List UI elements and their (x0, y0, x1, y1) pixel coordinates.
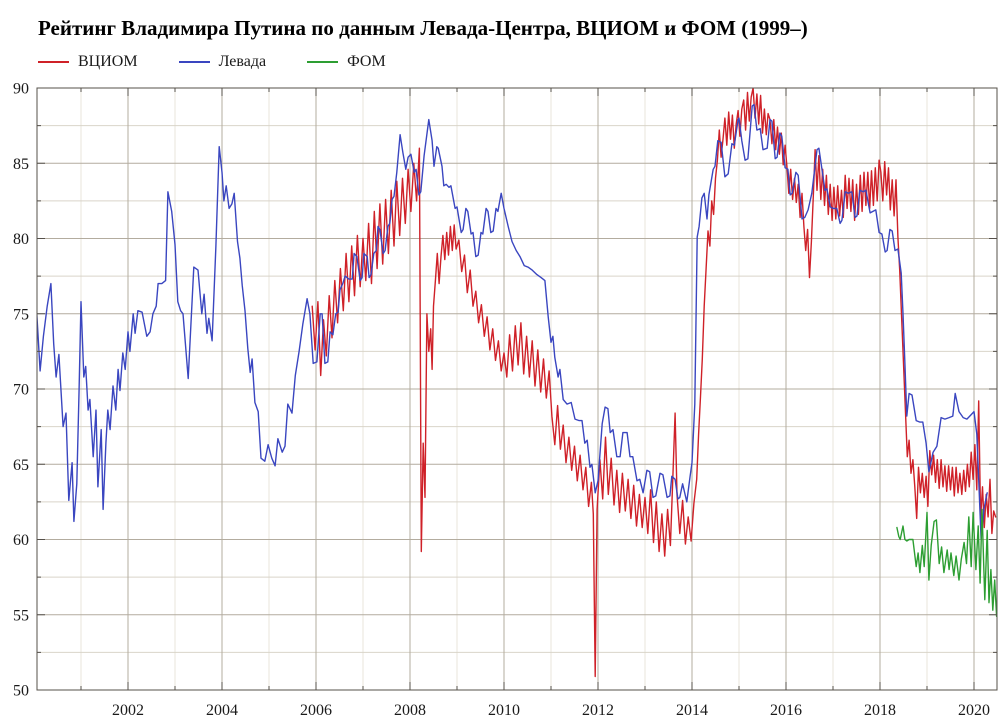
legend-label-fom: ФОМ (347, 53, 386, 70)
grid-lines (37, 88, 997, 690)
legend-item-fom: ФОМ (307, 54, 386, 70)
y-tick-label: 50 (13, 683, 29, 700)
legend-item-levada: Левада (178, 53, 267, 70)
x-tick-label: 2004 (206, 702, 238, 719)
legend-label-vciom: ВЦИОМ (78, 53, 138, 70)
x-tick-label: 2008 (394, 702, 426, 719)
vciom-line-swatch-icon (38, 61, 69, 63)
tick-labels: 50 55 60 65 70 75 80 85 90 2002 2004 2006 2008 2010 20… (13, 81, 990, 720)
axes (36, 87, 998, 691)
series-line-ФОМ (896, 508, 997, 617)
x-tick-label: 2016 (770, 702, 802, 719)
y-tick-label: 60 (13, 532, 29, 549)
y-tick-label: 75 (13, 306, 29, 323)
x-tick-label: 2014 (676, 702, 708, 719)
data-series (37, 88, 997, 678)
x-tick-label: 2012 (582, 702, 614, 719)
y-tick-label: 85 (13, 156, 29, 173)
series-line-Левада (37, 103, 988, 541)
legend-label-levada: Левада (218, 53, 267, 70)
series-line-ВЦИОМ (311, 88, 997, 678)
legend: ВЦИОМ Левада ФОМ (38, 54, 386, 70)
x-tick-label: 2006 (300, 702, 332, 719)
x-tick-label: 2018 (864, 702, 896, 719)
x-tick-label: 2002 (112, 702, 144, 719)
x-tick-label: 2010 (488, 702, 520, 719)
chart-title: Рейтинг Владимира Путина по данным Левад… (38, 16, 808, 40)
y-tick-label: 90 (13, 81, 29, 98)
y-tick-label: 70 (13, 382, 29, 399)
y-tick-label: 65 (13, 457, 29, 474)
y-tick-label: 55 (13, 607, 29, 624)
fom-line-swatch-icon (307, 61, 339, 63)
y-tick-label: 80 (13, 231, 29, 248)
legend-item-vciom: ВЦИОМ (38, 54, 138, 70)
levada-line-swatch-icon (178, 61, 210, 63)
x-tick-label: 2020 (958, 702, 990, 719)
